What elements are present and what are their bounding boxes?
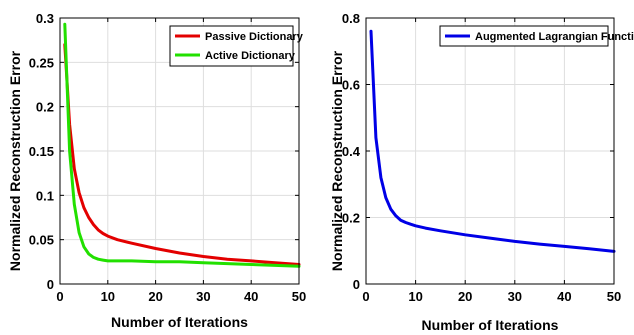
legend: Augmented Lagrangian Function: [439, 25, 634, 47]
x-tick-label: 50: [607, 289, 621, 304]
legend-label-1: Augmented Lagrangian Function: [475, 31, 634, 43]
y-tick-label: 0.05: [29, 233, 54, 248]
y-tick-label: 0.3: [36, 11, 54, 26]
chart-panel-1: 0 10 20 30 40 50 0 0.05 0.1 0.15 0.2 0.25 0.3 Number …: [7, 11, 306, 330]
y-tick-label: 0: [47, 277, 54, 292]
legend-label-1: Passive Dictionary: [205, 31, 304, 43]
y-tick-label: 0.2: [342, 211, 360, 226]
chart-panel-2: 0 10 20 30 40 50 0 0.2 0.4 0.6 0.8 Number of Iterat…: [329, 11, 634, 333]
x-tick-label: 0: [362, 289, 369, 304]
legend-label-2: Active Dictionary: [205, 50, 296, 62]
y-tick-label: 0.8: [342, 11, 360, 26]
legend-box: [439, 25, 609, 47]
x-tick-label: 30: [196, 289, 210, 304]
y-tick-label: 0.2: [36, 100, 54, 115]
y-tick-label: 0.25: [29, 55, 54, 70]
x-axis-label: Number of Iterations: [111, 314, 248, 330]
y-tick-label: 0.1: [36, 188, 54, 203]
x-tick-label: 40: [244, 289, 258, 304]
y-tick-label: 0.6: [342, 78, 360, 93]
series-line-1: [63, 43, 301, 266]
x-axis-label: Number of Iterations: [422, 317, 559, 333]
x-tick-label: 10: [101, 289, 115, 304]
y-tick-label: 0.4: [342, 144, 361, 159]
series-line-1: [369, 29, 616, 253]
x-tick-label: 30: [508, 289, 522, 304]
x-tick-label: 40: [557, 289, 571, 304]
y-axis-label: Normalized Reconstruction Error: [329, 50, 345, 271]
series-line-2: [63, 22, 301, 268]
x-tick-label: 10: [408, 289, 422, 304]
y-tick-label: 0: [353, 277, 360, 292]
y-axis-label: Normalized Reconstruction Error: [7, 50, 23, 271]
legend: Passive Dictionary Active Dictionary: [169, 25, 304, 67]
x-tick-label: 20: [148, 289, 162, 304]
x-tick-label: 50: [292, 289, 306, 304]
y-tick-label: 0.15: [29, 144, 54, 159]
x-tick-label: 20: [458, 289, 472, 304]
legend-box: [169, 25, 294, 67]
x-tick-label: 0: [56, 289, 63, 304]
